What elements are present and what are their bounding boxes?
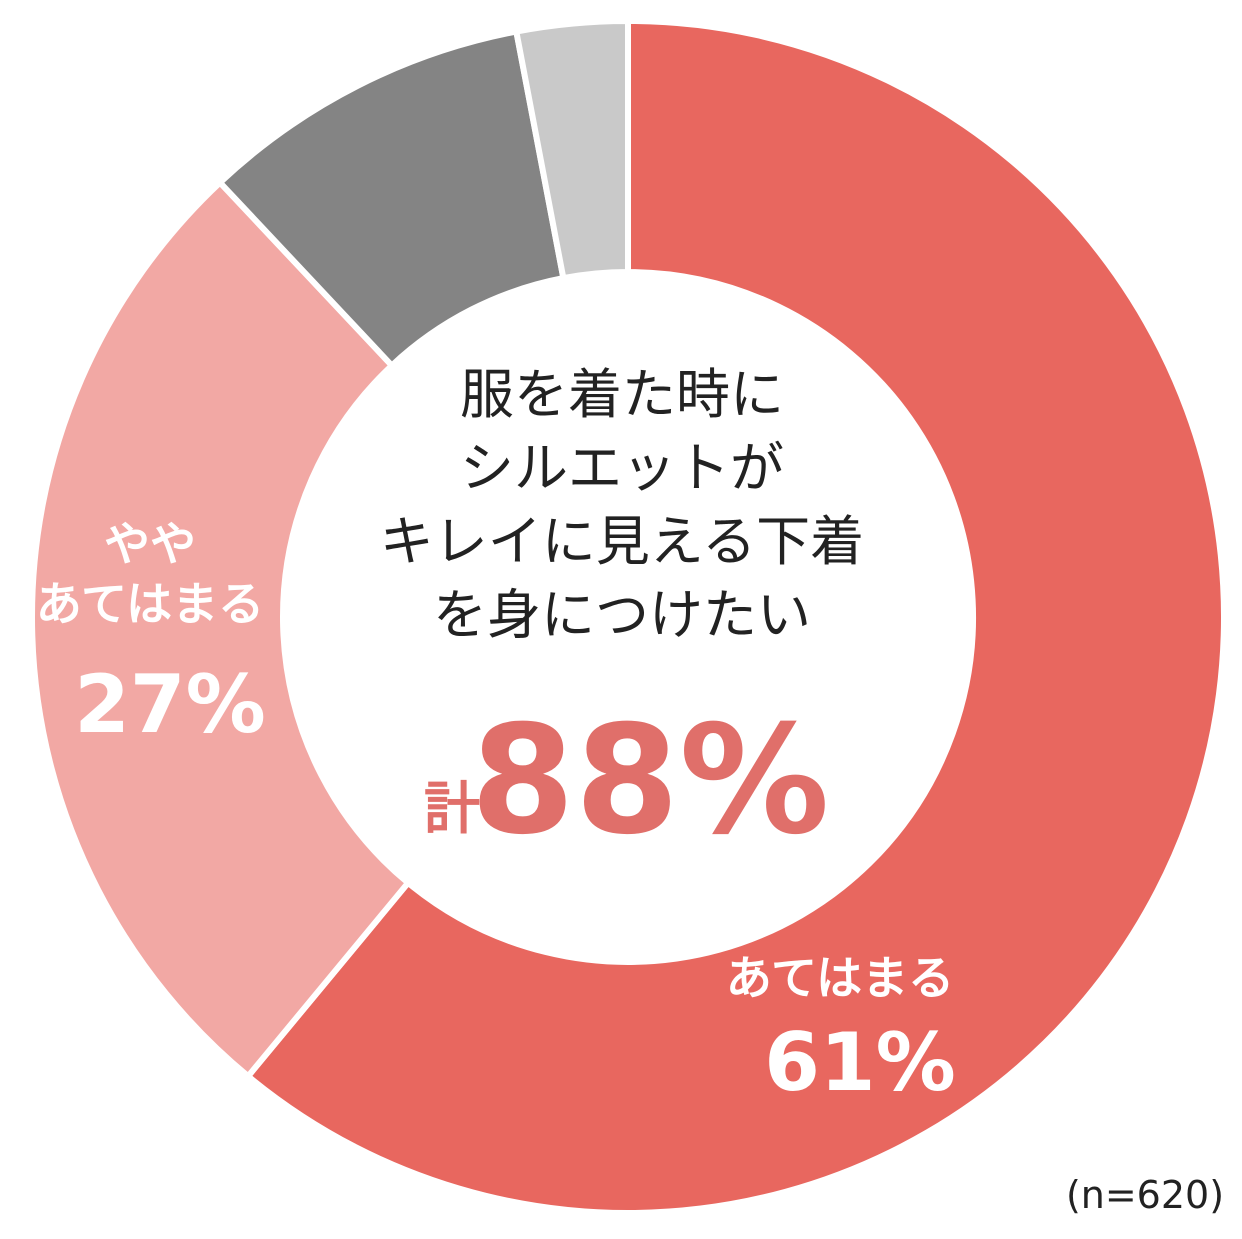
donut-segment	[243, 17, 1227, 1216]
total-prefix: 計	[424, 777, 480, 842]
donut-segment	[28, 178, 413, 1081]
total-value: 88%	[470, 694, 829, 868]
segment-value: 27%	[74, 658, 265, 751]
donut-segment	[512, 17, 631, 282]
segment-label: あてはまる	[726, 951, 954, 1005]
center-title: 服を着た時にシルエットがキレイに見える下着を身につけたい	[380, 363, 864, 646]
sample-note: (n=620)	[1066, 1173, 1224, 1217]
segment-value: 61%	[764, 1016, 955, 1109]
segment-label: ややあてはまる	[36, 517, 264, 631]
